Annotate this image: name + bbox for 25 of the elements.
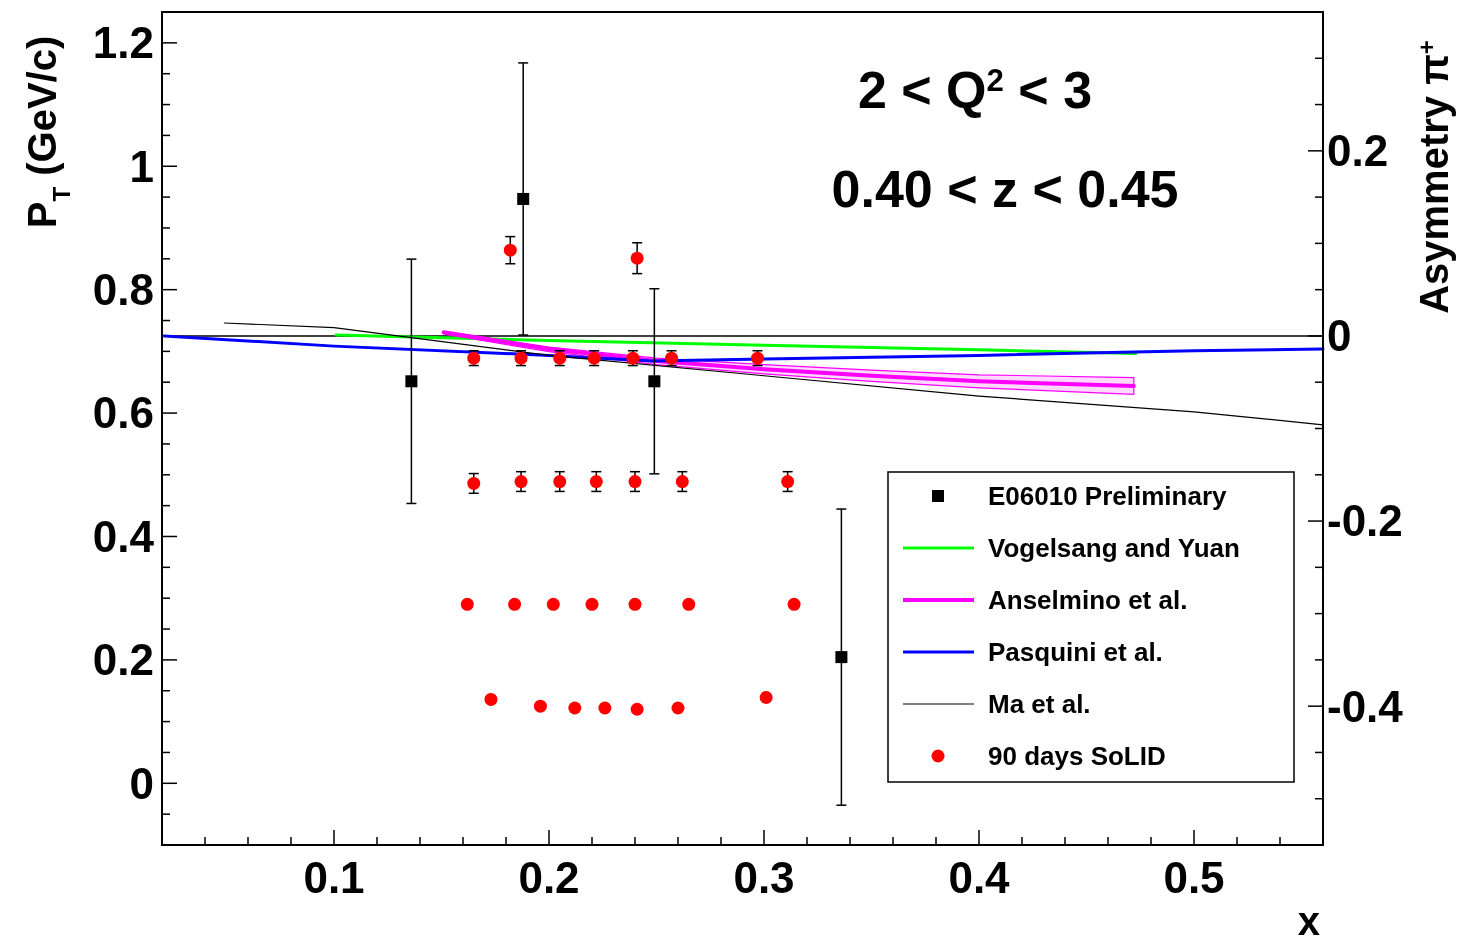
y-tick-label: 0.2 [92, 635, 154, 685]
y-tick-label: 1 [129, 141, 154, 191]
legend-label: Vogelsang and Yuan [988, 533, 1240, 564]
y2-tick-label: 0.2 [1327, 126, 1389, 176]
y-tick-label: 0.8 [92, 265, 154, 315]
annotation: 2 < Q$^{2}$ < 3 [857, 61, 1093, 119]
y-tick-label: 1.2 [92, 18, 154, 68]
y2-tick-label: 0 [1327, 311, 1352, 361]
legend-label: Ma et al. [988, 689, 1091, 720]
legend-label: E06010 Preliminary [988, 481, 1228, 512]
x-tick-label: 0.1 [303, 853, 365, 902]
x-tick-label: 0.3 [733, 853, 795, 902]
x-tick-label: 0.2 [518, 853, 580, 902]
legend-label: Pasquini et al. [988, 637, 1163, 668]
y2-tick-label: -0.2 [1327, 496, 1403, 546]
legend-label: 90 days SoLID [988, 741, 1166, 772]
x-tick-label: 0.4 [948, 853, 1011, 902]
annotation: 0.40 < z < 0.45 [831, 160, 1179, 218]
legend-label: Anselmino et al. [988, 585, 1188, 616]
x-axis-title: x [1297, 899, 1320, 943]
y2-tick-label: -0.4 [1327, 681, 1404, 731]
y-tick-label: 0.6 [92, 388, 154, 438]
y-tick-label: 0.4 [92, 511, 155, 561]
y-tick-label: 0 [129, 758, 154, 808]
x-tick-label: 0.5 [1163, 853, 1225, 902]
